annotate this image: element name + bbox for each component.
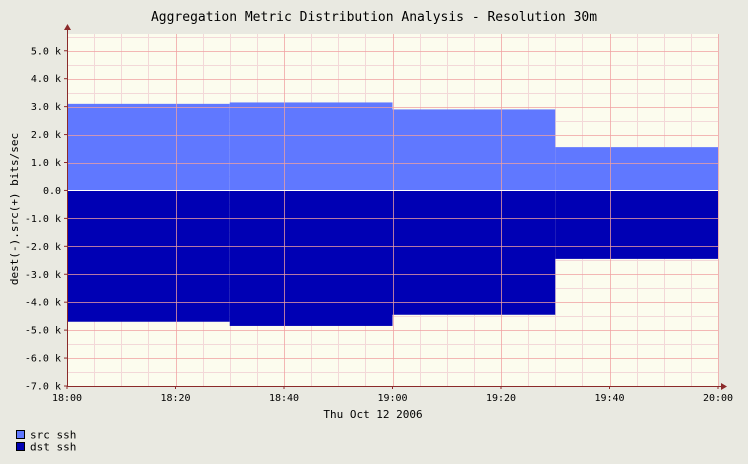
y-tick-label: 5.0 k [31,46,61,57]
legend-label: src ssh [30,429,76,442]
y-tick-label: 4.0 k [31,74,61,85]
y-tick-label: -2.0 k [25,242,61,253]
x-tick-label: 18:40 [269,393,299,404]
y-tick-label: -6.0 k [25,354,61,365]
y-tick-label: -5.0 k [25,326,61,337]
series-dst-ssh-step [67,190,230,322]
y-tick-label: 0.0 [43,186,61,197]
y-axis-arrow [64,24,71,30]
y-tick-label: -1.0 k [25,214,61,225]
x-tick-label: 18:20 [160,393,190,404]
plot-area: 5.0 k 4.0 k 3.0 k 2.0 k 1.0 k 0.0 -1.0 k -2.0 k… [25,24,733,404]
y-tick-label: 1.0 k [31,158,61,169]
x-axis-label: Thu Oct 12 2006 [323,408,422,421]
legend-label: dst ssh [30,441,76,454]
y-axis-label: dest(-).src(+) bits/sec [8,133,21,285]
y-tick-label: -7.0 k [25,382,61,393]
y-tick-label: -4.0 k [25,298,61,309]
x-tick-label: 19:00 [377,393,407,404]
x-tick-label: 19:40 [594,393,624,404]
y-tick-label: 3.0 k [31,102,61,113]
x-axis-arrow [721,383,727,390]
chart-title: Aggregation Metric Distribution Analysis… [151,10,597,25]
x-tick-label: 18:00 [52,393,82,404]
x-tick-label: 19:20 [486,393,516,404]
series-dst-ssh-step [392,190,556,315]
x-tick-label: 20:00 [703,393,733,404]
series-src-ssh-step [67,103,230,191]
series-src-ssh-step [392,109,556,191]
y-tick-label: 2.0 k [31,130,61,141]
series-src-ssh-step [229,102,393,191]
series-dst-ssh-step [555,190,718,259]
legend-swatch [16,430,25,439]
legend-swatch [16,442,25,451]
y-tick-label: -3.0 k [25,270,61,281]
series-dst-ssh-step [229,190,393,326]
series-src-ssh-step [555,147,718,191]
